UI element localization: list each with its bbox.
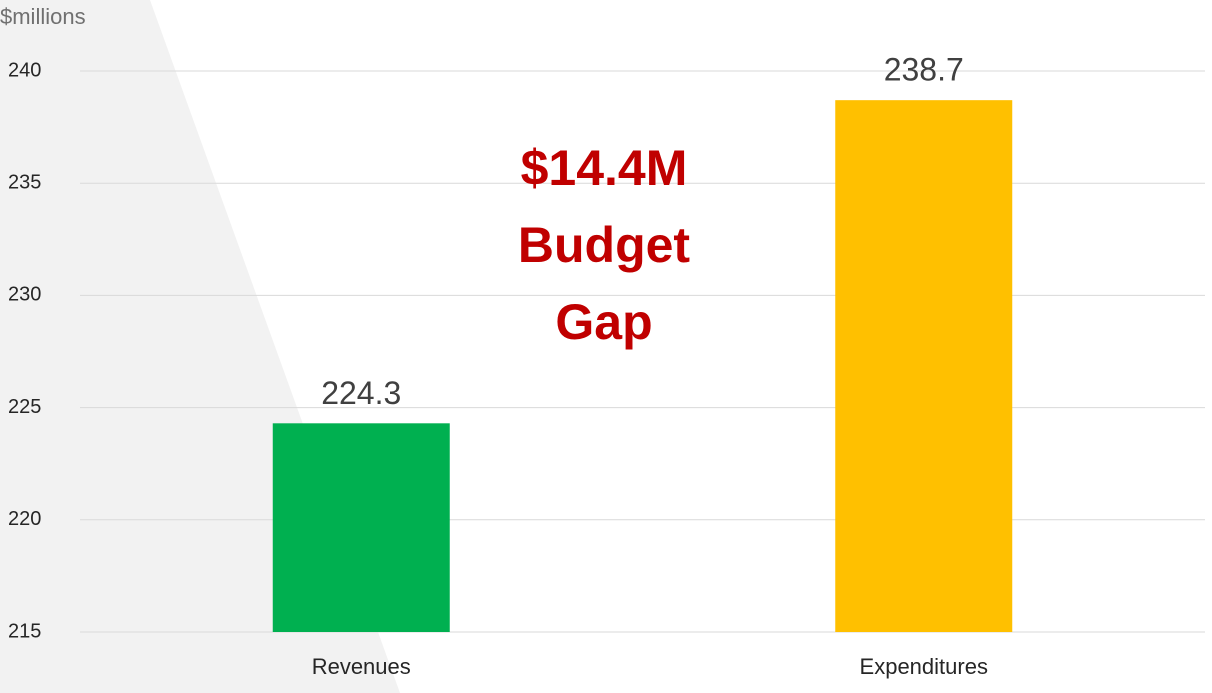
annotation: Gap [555, 294, 652, 350]
annotation: Budget [518, 217, 691, 273]
y-tick-label: 215 [8, 620, 41, 642]
y-tick-label: 220 [8, 508, 41, 530]
x-tick-label: Revenues [312, 654, 411, 679]
y-tick-label: 235 [8, 171, 41, 193]
annotation: $14.4M [521, 140, 688, 196]
value-label: 238.7 [884, 52, 964, 88]
x-tick-label: Expenditures [860, 654, 988, 679]
bar [835, 100, 1013, 632]
value-label: 224.3 [321, 375, 401, 411]
y-tick-label: 240 [8, 59, 41, 81]
y-tick-label: 230 [8, 284, 41, 306]
bar [272, 423, 450, 632]
y-axis-label: $millions [0, 4, 86, 29]
y-tick-label: 225 [8, 396, 41, 418]
